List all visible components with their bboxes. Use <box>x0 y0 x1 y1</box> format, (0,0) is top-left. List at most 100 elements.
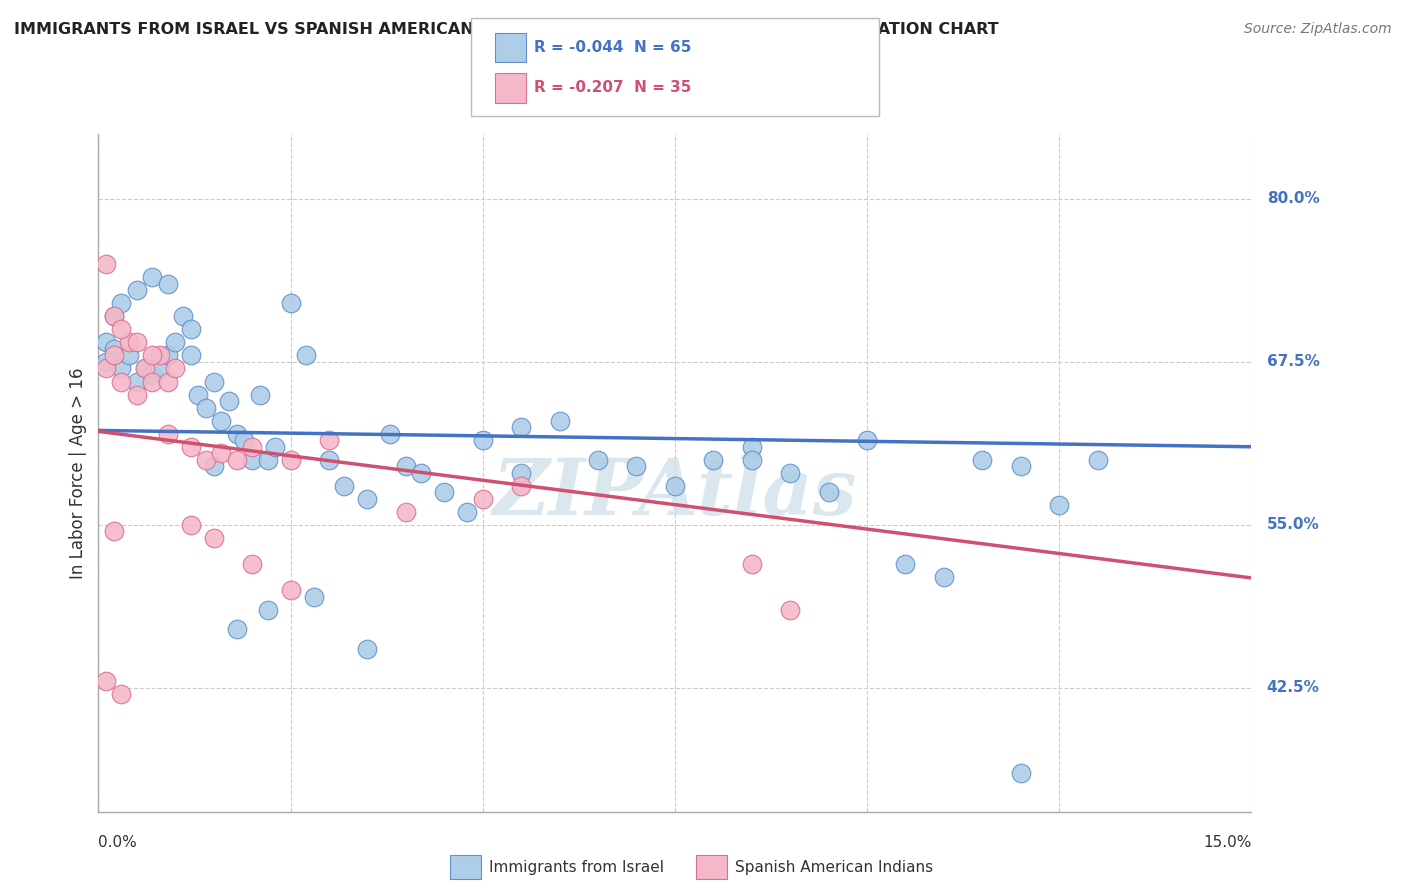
Point <box>94 361 117 376</box>
Point <box>932 570 955 584</box>
Point <box>264 440 287 454</box>
Point <box>318 452 340 467</box>
Point <box>318 433 340 447</box>
Text: ZIPAtlas: ZIPAtlas <box>492 455 858 532</box>
Point <box>280 583 302 598</box>
Point <box>295 348 318 362</box>
Point <box>894 557 917 571</box>
Point <box>779 466 801 480</box>
Point <box>972 452 994 467</box>
Point <box>180 322 202 336</box>
Point <box>225 452 247 467</box>
Point <box>510 466 533 480</box>
Point <box>110 322 132 336</box>
Point <box>626 459 648 474</box>
Point <box>664 479 686 493</box>
Point <box>817 485 839 500</box>
Point <box>103 310 125 324</box>
Point <box>165 361 187 376</box>
Point <box>180 440 202 454</box>
Point <box>1010 459 1032 474</box>
Point <box>225 622 247 636</box>
Point <box>141 368 163 382</box>
Point <box>103 310 125 324</box>
Point <box>209 446 232 460</box>
Point <box>280 296 302 310</box>
Point <box>1010 765 1032 780</box>
Text: 55.0%: 55.0% <box>1267 517 1319 533</box>
Y-axis label: In Labor Force | Age > 16: In Labor Force | Age > 16 <box>69 367 87 579</box>
Point <box>94 674 117 689</box>
Point <box>471 433 494 447</box>
Point <box>103 524 125 539</box>
Point <box>741 452 763 467</box>
Point <box>510 420 533 434</box>
Point <box>125 387 148 401</box>
Point <box>134 361 156 376</box>
Point <box>202 459 225 474</box>
Text: 42.5%: 42.5% <box>1267 681 1320 696</box>
Text: R = -0.207  N = 35: R = -0.207 N = 35 <box>534 80 692 95</box>
Point <box>333 479 356 493</box>
Point <box>180 348 202 362</box>
Point <box>209 414 232 428</box>
Point <box>356 491 378 506</box>
Point <box>395 459 418 474</box>
Point <box>225 426 247 441</box>
Text: 80.0%: 80.0% <box>1267 192 1319 206</box>
Text: 15.0%: 15.0% <box>1204 835 1251 850</box>
Text: IMMIGRANTS FROM ISRAEL VS SPANISH AMERICAN INDIAN IN LABOR FORCE | AGE > 16 CORR: IMMIGRANTS FROM ISRAEL VS SPANISH AMERIC… <box>14 22 998 38</box>
Point <box>240 440 263 454</box>
Point <box>741 440 763 454</box>
Point <box>125 375 148 389</box>
Point <box>586 452 609 467</box>
Point <box>141 348 163 362</box>
Point <box>356 641 378 656</box>
Point <box>471 491 494 506</box>
Point <box>187 387 209 401</box>
Point <box>134 361 156 376</box>
Point <box>118 335 141 350</box>
Point <box>165 335 187 350</box>
Point <box>110 687 132 701</box>
Text: 0.0%: 0.0% <box>98 835 138 850</box>
Point <box>156 277 179 291</box>
Point <box>249 387 271 401</box>
Text: 67.5%: 67.5% <box>1267 354 1320 369</box>
Point <box>125 335 148 350</box>
Point <box>149 348 172 362</box>
Point <box>103 348 125 362</box>
Point <box>125 283 148 297</box>
Point <box>218 394 240 409</box>
Point <box>156 426 179 441</box>
Text: R = -0.044  N = 65: R = -0.044 N = 65 <box>534 40 692 54</box>
Point <box>172 310 194 324</box>
Point <box>156 375 179 389</box>
Point <box>141 270 163 285</box>
Point <box>779 602 801 616</box>
Point <box>202 531 225 545</box>
Point <box>433 485 456 500</box>
Point <box>380 426 402 441</box>
Point <box>456 505 478 519</box>
Point <box>202 375 225 389</box>
Point <box>280 452 302 467</box>
Point <box>110 361 132 376</box>
Point <box>195 452 218 467</box>
Point <box>94 355 117 369</box>
Text: Immigrants from Israel: Immigrants from Israel <box>489 860 664 874</box>
Point <box>110 296 132 310</box>
Point <box>395 505 418 519</box>
Text: Spanish American Indians: Spanish American Indians <box>735 860 934 874</box>
Point <box>110 375 132 389</box>
Point <box>94 257 117 271</box>
Point <box>741 557 763 571</box>
Point <box>141 375 163 389</box>
Point <box>240 452 263 467</box>
Point <box>256 452 278 467</box>
Point <box>256 602 278 616</box>
Point <box>149 361 172 376</box>
Point <box>1087 452 1109 467</box>
Point <box>195 401 218 415</box>
Point <box>156 348 179 362</box>
